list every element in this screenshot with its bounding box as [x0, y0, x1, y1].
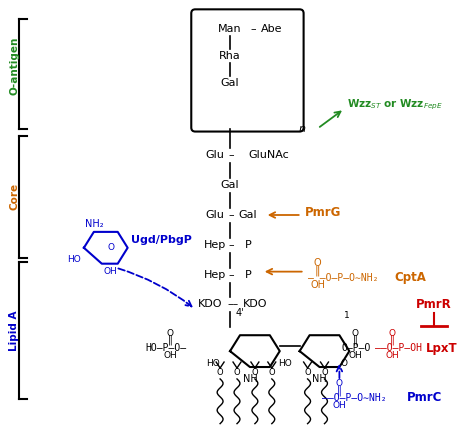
Text: NH₂: NH₂	[84, 219, 103, 229]
Text: O: O	[107, 243, 114, 252]
Text: Glu: Glu	[206, 210, 225, 220]
Text: O: O	[352, 329, 359, 338]
Text: O: O	[321, 369, 328, 378]
Text: n: n	[298, 123, 305, 134]
Text: –: –	[228, 150, 234, 160]
Text: –: –	[228, 270, 234, 280]
Text: ‖: ‖	[315, 265, 320, 276]
Text: Hep: Hep	[204, 270, 226, 280]
Text: OH: OH	[310, 280, 325, 289]
Text: OH: OH	[333, 401, 346, 410]
Text: OH: OH	[164, 350, 177, 359]
Text: Abe: Abe	[261, 24, 283, 34]
Text: OH: OH	[104, 267, 118, 276]
Text: O: O	[252, 369, 258, 378]
Text: Core: Core	[9, 183, 19, 210]
Text: Wzz$_{ST}$ or Wzz$_{FepE}$: Wzz$_{ST}$ or Wzz$_{FepE}$	[347, 98, 443, 112]
Text: ––O–P–OH: ––O–P–OH	[375, 343, 422, 353]
Text: ––: ––	[228, 299, 238, 310]
Text: –: –	[250, 24, 255, 34]
Text: PmrR: PmrR	[416, 298, 452, 311]
Text: HO: HO	[278, 359, 292, 368]
Text: NH: NH	[243, 374, 257, 384]
Text: O: O	[268, 369, 275, 378]
Text: O: O	[217, 369, 223, 378]
Text: HO: HO	[206, 359, 220, 368]
Text: O: O	[167, 329, 174, 338]
Text: ‖: ‖	[168, 335, 173, 345]
Text: P: P	[245, 240, 251, 250]
Text: PmrC: PmrC	[407, 391, 442, 404]
Text: Ugd/PbgP: Ugd/PbgP	[131, 235, 191, 245]
Text: –: –	[228, 240, 234, 250]
Text: – –O–P–O∼NH₂: – –O–P–O∼NH₂	[308, 273, 378, 283]
Text: P: P	[245, 270, 251, 280]
Text: CptA: CptA	[394, 271, 426, 284]
Text: HO–P–O–: HO–P–O–	[146, 343, 187, 353]
Text: O: O	[314, 258, 321, 268]
Text: Lipid A: Lipid A	[9, 311, 19, 351]
Text: O: O	[304, 369, 311, 378]
Text: 4': 4'	[236, 308, 244, 318]
Text: ––O–P–O∼NH₂: ––O–P–O∼NH₂	[322, 393, 387, 403]
Text: ‖: ‖	[353, 335, 358, 345]
Text: ‖: ‖	[390, 335, 394, 345]
Text: KDO: KDO	[198, 299, 222, 310]
Text: O–P–O: O–P–O	[341, 343, 371, 353]
Text: Rha: Rha	[219, 51, 241, 61]
Text: 1: 1	[344, 311, 349, 320]
Text: HO: HO	[67, 255, 81, 264]
Text: LpxT: LpxT	[426, 341, 457, 355]
Text: OH: OH	[385, 350, 399, 359]
Text: NH: NH	[312, 374, 327, 384]
Text: O: O	[336, 379, 343, 388]
Text: O: O	[389, 329, 396, 338]
Text: O: O	[234, 369, 240, 378]
Text: KDO: KDO	[243, 299, 267, 310]
Text: Gal: Gal	[221, 180, 239, 190]
Text: Man: Man	[218, 24, 242, 34]
Text: Glu: Glu	[206, 150, 225, 160]
Text: Gal: Gal	[238, 210, 257, 220]
Text: ‖: ‖	[337, 386, 342, 396]
Text: PmrG: PmrG	[305, 206, 341, 218]
Text: GluNAc: GluNAc	[248, 150, 289, 160]
Text: Hep: Hep	[204, 240, 226, 250]
Text: O-antigen: O-antigen	[9, 37, 19, 95]
Text: OH: OH	[348, 350, 362, 359]
Text: Gal: Gal	[221, 78, 239, 88]
Text: –: –	[228, 210, 234, 220]
Text: O: O	[341, 359, 348, 368]
